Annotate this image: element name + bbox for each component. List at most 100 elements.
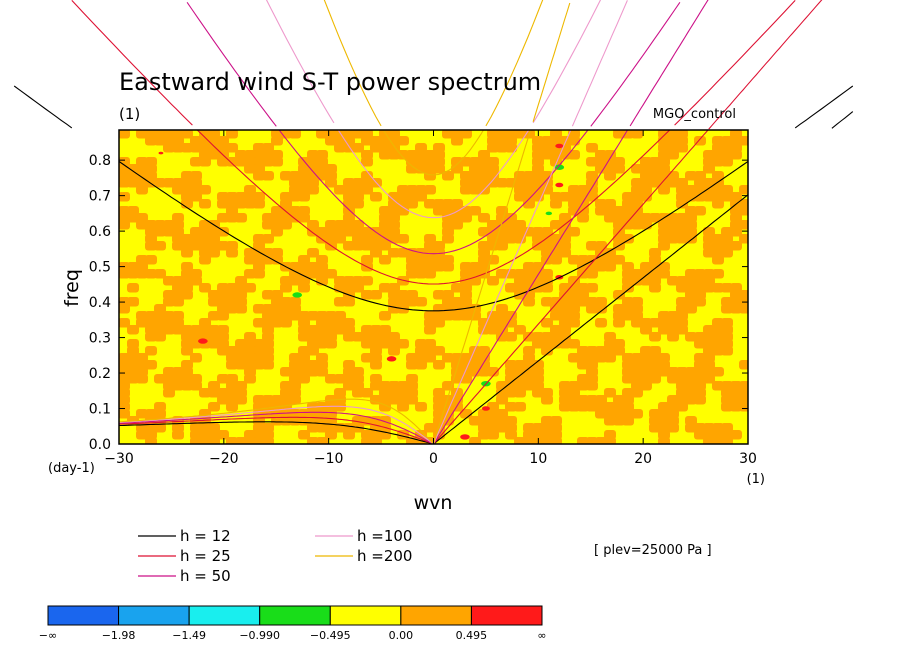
field-cell <box>460 185 472 195</box>
field-cell <box>541 346 553 356</box>
field-cell <box>154 136 166 146</box>
field-cell <box>460 157 472 167</box>
field-cell <box>361 339 373 349</box>
field-cell <box>136 318 148 328</box>
field-cell <box>712 157 724 167</box>
field-cell <box>235 304 247 314</box>
field-cell <box>217 241 229 251</box>
field-cell <box>172 143 184 153</box>
field-cell <box>676 143 688 153</box>
field-cell <box>406 395 418 405</box>
field-cell <box>280 318 292 328</box>
field-cell <box>316 437 328 444</box>
legend-label: h = 25 <box>180 547 231 565</box>
field-cell <box>505 234 517 244</box>
field-cell <box>172 381 184 391</box>
field-cell <box>352 130 364 139</box>
field-cell <box>559 192 571 202</box>
field-cell <box>226 402 238 412</box>
field-cell <box>550 199 562 209</box>
field-cell <box>469 367 481 377</box>
field-cell <box>685 234 697 244</box>
field-cell <box>181 143 193 153</box>
field-cell <box>352 283 364 293</box>
field-extreme-patch <box>158 151 164 155</box>
field-cell <box>694 339 706 349</box>
field-cell <box>190 143 202 153</box>
field-cell <box>253 360 265 370</box>
field-cell <box>217 311 229 321</box>
field-cell <box>505 318 517 328</box>
field-cell <box>119 318 130 328</box>
field-cell <box>127 374 139 384</box>
field-cell <box>199 185 211 195</box>
dispersion-curve-inertia-gravity <box>196 130 671 285</box>
field-cell <box>154 241 166 251</box>
field-cell <box>370 395 382 405</box>
legend-label: h = 12 <box>180 527 231 545</box>
field-cell <box>145 241 157 251</box>
x-tick-label: 30 <box>739 451 757 467</box>
field-cell <box>163 388 175 398</box>
field-cell <box>649 178 661 188</box>
title-units: (1) <box>119 105 140 123</box>
field-cell <box>217 430 229 440</box>
x-tick-label: −10 <box>314 451 344 467</box>
field-cell <box>181 381 193 391</box>
field-cell <box>505 143 517 153</box>
field-cell <box>397 150 409 160</box>
field-cell <box>667 332 679 342</box>
field-cell <box>469 416 481 426</box>
dispersion-curve-extension <box>532 0 602 124</box>
field-cell <box>208 311 220 321</box>
field-cell <box>154 178 166 188</box>
field-cell <box>667 178 679 188</box>
field-cell <box>361 290 373 300</box>
field-cell <box>631 388 643 398</box>
field-cell <box>208 248 220 258</box>
field-cell <box>613 290 625 300</box>
dispersion-curve-inertia-gravity <box>382 130 485 176</box>
field-cell <box>262 290 274 300</box>
dispersion-curve-kelvin <box>433 130 709 444</box>
field-cell <box>496 395 508 405</box>
field-cell <box>433 206 445 216</box>
field-cell <box>127 178 139 188</box>
field-cell <box>244 437 256 444</box>
dispersion-curve-kelvin <box>432 130 532 444</box>
field-cell <box>568 255 580 265</box>
field-cell <box>388 346 400 356</box>
field-cell <box>370 192 382 202</box>
field-cell <box>163 178 175 188</box>
field-cell <box>307 423 319 433</box>
dispersion-curve-extension <box>708 0 823 130</box>
field-cell <box>235 437 247 444</box>
field-cell <box>370 248 382 258</box>
field-cell <box>190 353 202 363</box>
field-cell <box>622 220 634 230</box>
field-cell <box>622 283 634 293</box>
field-extreme-patch <box>481 406 490 411</box>
field-cell <box>712 255 724 265</box>
legend-label: h =200 <box>357 547 412 565</box>
field-cell <box>541 283 553 293</box>
field-cell <box>253 318 265 328</box>
field-cell <box>433 346 445 356</box>
field-cell <box>739 185 748 195</box>
field-cell <box>433 262 445 272</box>
dispersion-curve-kelvin <box>432 130 572 444</box>
field-cell <box>604 416 616 426</box>
field-cell <box>703 164 715 174</box>
field-cell <box>523 381 535 391</box>
field-cell <box>154 227 166 237</box>
field-cell <box>316 423 328 433</box>
field-cell <box>577 360 589 370</box>
field-cell <box>370 381 382 391</box>
field-cell <box>586 304 598 314</box>
field-cell <box>541 395 553 405</box>
field-cell <box>415 269 427 279</box>
field-cell <box>586 381 598 391</box>
field-cell <box>595 304 607 314</box>
field-cell <box>730 402 742 412</box>
field-cell <box>244 269 256 279</box>
